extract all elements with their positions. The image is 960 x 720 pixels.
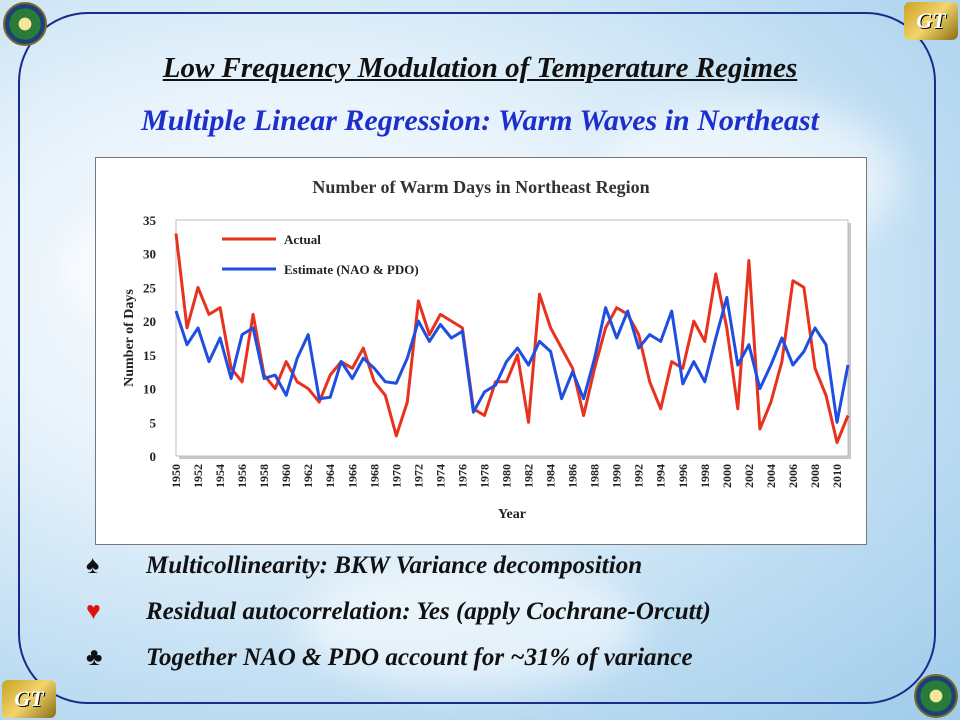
y-axis-label: Number of Days	[122, 289, 137, 387]
x-tick-label: 1964	[323, 464, 337, 488]
x-tick-label: 1960	[279, 464, 293, 488]
x-tick-label: 1986	[566, 464, 580, 488]
y-tick-label: 5	[150, 415, 157, 430]
doe-seal-icon	[914, 674, 958, 718]
x-tick-label: 1982	[522, 464, 536, 488]
y-tick-label: 35	[143, 213, 157, 228]
plot-area	[175, 219, 849, 457]
chart-title: Number of Warm Days in Northeast Region	[312, 177, 649, 197]
x-tick-label: 1992	[632, 464, 646, 488]
chart-container: Number of Warm Days in Northeast Region 0…	[95, 157, 867, 545]
x-tick-label: 1966	[345, 464, 359, 488]
x-tick-label: 1952	[191, 464, 205, 488]
doe-seal-icon	[3, 2, 47, 46]
x-tick-label: 1954	[213, 464, 227, 488]
slide-title: Low Frequency Modulation of Temperature …	[162, 52, 798, 84]
legend-label: Estimate (NAO & PDO)	[284, 262, 419, 277]
x-tick-label: 1962	[301, 464, 315, 488]
series-line-estimate	[174, 296, 850, 424]
x-tick-label: 1972	[411, 464, 425, 488]
x-axis-label: Year	[498, 507, 526, 522]
y-tick-label: 20	[143, 314, 156, 329]
club-icon: ♣	[86, 644, 103, 671]
x-tick-label: 2002	[742, 464, 756, 488]
y-tick-label: 10	[143, 382, 156, 397]
x-tick-label: 2004	[764, 464, 778, 488]
legend-label: Actual	[284, 232, 321, 247]
x-tick-label: 1988	[588, 464, 602, 488]
bullet-text: Residual autocorrelation: Yes (apply Coc…	[146, 598, 711, 625]
gt-yellowjacket-icon: GT	[904, 2, 958, 40]
x-tick-label: 1990	[610, 464, 624, 488]
slide-frame	[18, 12, 936, 704]
x-tick-label: 1998	[698, 464, 712, 488]
x-tick-label: 1968	[367, 464, 381, 488]
x-tick-label: 1976	[455, 464, 469, 488]
spade-icon: ♠	[86, 552, 100, 579]
y-tick-label: 25	[143, 280, 157, 295]
x-tick-label: 2008	[808, 464, 822, 488]
x-tick-label: 2010	[830, 464, 844, 488]
y-tick-label: 15	[143, 348, 157, 363]
slide-subtitle: Multiple Linear Regression: Warm Waves i…	[141, 104, 819, 137]
x-tick-label: 1994	[654, 464, 668, 488]
x-tick-label: 1970	[389, 464, 403, 488]
x-tick-label: 1980	[499, 464, 513, 488]
x-tick-label: 2006	[786, 464, 800, 488]
x-tick-label: 1956	[235, 464, 249, 488]
x-tick-label: 1978	[477, 464, 491, 488]
gt-yellowjacket-icon: GT	[2, 680, 56, 718]
x-tick-label: 1996	[676, 464, 690, 488]
bullet-text: Together NAO & PDO account for ~31% of v…	[146, 644, 693, 671]
x-tick-label: 1958	[257, 464, 271, 488]
y-tick-label: 30	[143, 247, 156, 262]
x-tick-label: 1984	[544, 464, 558, 488]
bullet-text: Multicollinearity: BKW Variance decompos…	[146, 552, 643, 579]
heart-icon: ♥	[86, 598, 101, 625]
series-line-actual	[174, 233, 850, 444]
y-tick-label: 0	[150, 449, 157, 464]
x-tick-label: 1950	[169, 464, 183, 488]
warm-days-chart: Number of Warm Days in Northeast Region 0…	[122, 177, 851, 522]
x-tick-label: 2000	[720, 464, 734, 488]
x-tick-label: 1974	[433, 464, 447, 488]
